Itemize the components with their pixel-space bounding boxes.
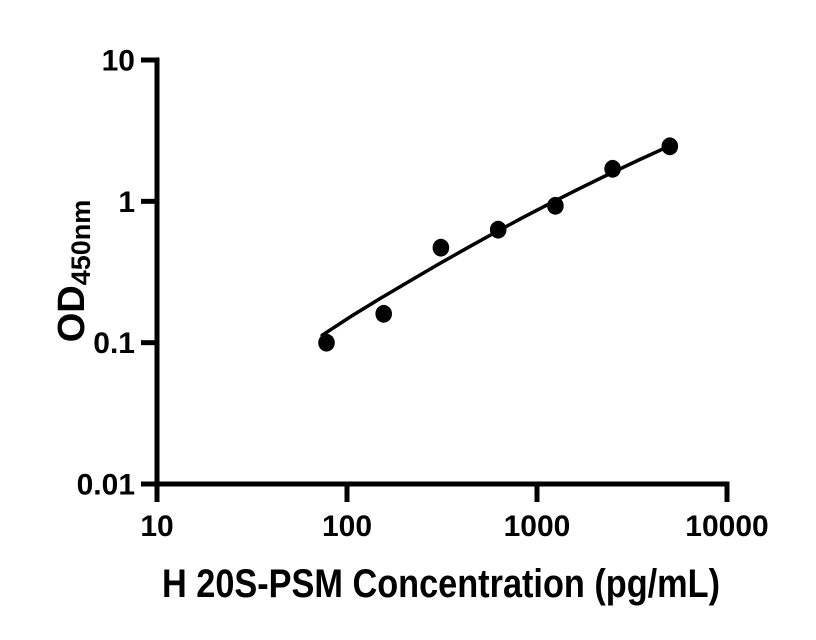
data-point — [375, 304, 393, 323]
axes — [141, 57, 730, 502]
x-tick-label: 10 — [140, 510, 173, 543]
y-axis-title-main: OD — [51, 285, 93, 342]
y-tick-label: 0.01 — [77, 469, 135, 502]
data-point — [661, 137, 679, 156]
data-point — [547, 196, 564, 215]
y-axis-title-subscript: 450nm — [66, 200, 96, 286]
y-tick-label: 10 — [102, 45, 135, 78]
tick-labels: 10 100 1000 10000 10 1 0.1 0.01 — [77, 45, 769, 543]
y-axis-title: OD450nm — [51, 200, 96, 343]
y-tick-label: 1 — [118, 186, 135, 219]
x-axis-title: H 20S-PSM Concentration (pg/mL) — [162, 562, 720, 606]
y-tick-label: 0.1 — [93, 327, 135, 360]
data-point — [432, 238, 450, 257]
x-tick-label: 100 — [322, 510, 372, 543]
x-tick-label: 10000 — [685, 510, 768, 543]
data-points — [318, 137, 679, 352]
data-point — [489, 220, 507, 239]
x-tick-label: 1000 — [504, 510, 571, 543]
data-point — [604, 159, 621, 178]
data-point — [318, 333, 335, 352]
